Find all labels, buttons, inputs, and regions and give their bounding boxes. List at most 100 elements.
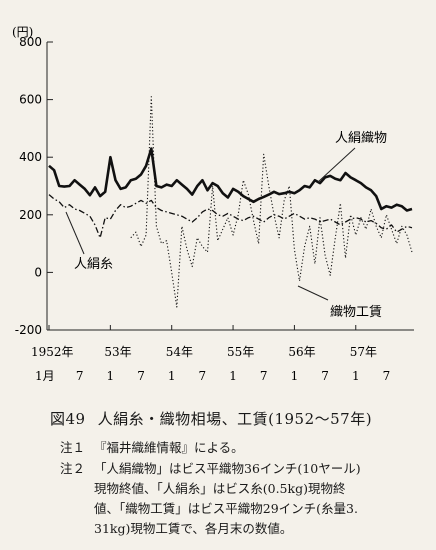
data-point [212, 210, 213, 211]
data-point [391, 224, 392, 225]
data-point [309, 226, 310, 227]
series-line-0 [48, 147, 413, 212]
x-month-label: 7 [383, 369, 391, 383]
data-point [151, 148, 152, 149]
data-point [146, 165, 147, 166]
data-point [197, 185, 198, 186]
data-point [120, 204, 121, 205]
series-line-1 [48, 194, 413, 239]
data-point [335, 221, 336, 222]
data-point [365, 187, 366, 188]
data-point [243, 180, 244, 181]
data-point [406, 210, 407, 211]
data-point [263, 196, 264, 197]
data-point [79, 210, 80, 211]
data-point [304, 219, 305, 220]
data-point [217, 214, 218, 215]
data-point [84, 188, 85, 189]
data-point [166, 184, 167, 185]
y-axis-unit: (円) [12, 25, 33, 39]
data-point [278, 193, 279, 194]
data-point [222, 229, 223, 230]
note-label: 注１ [60, 440, 86, 455]
plot-frame [46, 42, 414, 331]
data-point [340, 203, 341, 204]
data-point [222, 216, 223, 217]
data-point [192, 194, 193, 195]
data-point [370, 190, 371, 191]
data-point [258, 243, 259, 244]
data-point [268, 194, 269, 195]
data-point [268, 185, 269, 186]
x-month-label: 1 [107, 369, 115, 383]
data-point [289, 216, 290, 217]
data-point [284, 200, 285, 201]
data-point [340, 224, 341, 225]
data-point [238, 191, 239, 192]
data-point [258, 198, 259, 199]
data-point [207, 208, 208, 209]
data-point [243, 195, 244, 196]
data-point [115, 210, 116, 211]
data-point [207, 190, 208, 191]
data-point [360, 183, 361, 184]
data-point [396, 243, 397, 244]
data-point [278, 216, 279, 217]
data-point [335, 178, 336, 179]
data-point [386, 206, 387, 207]
data-point [140, 174, 141, 175]
y-tick-label: 400 [19, 150, 42, 164]
note-line: 現物終値、「人絹糸」はビス糸(0.5kg)現物終 [94, 481, 346, 496]
data-point [345, 257, 346, 258]
data-point [391, 207, 392, 208]
data-point [130, 206, 131, 207]
series-annotation: 織物工賃 [330, 305, 382, 320]
data-point [161, 210, 162, 211]
data-point [171, 185, 172, 186]
data-point [340, 180, 341, 181]
x-year-label: 56年 [288, 345, 315, 359]
data-point [135, 203, 136, 204]
data-point [181, 216, 182, 217]
data-point [406, 226, 407, 227]
data-point [268, 217, 269, 218]
data-point [299, 216, 300, 217]
data-point [212, 185, 213, 186]
x-year-label: 53年 [104, 345, 131, 359]
figure-number: 図49 [50, 410, 86, 428]
data-point [64, 207, 65, 208]
data-point [105, 217, 106, 218]
data-point [330, 275, 331, 276]
data-point [100, 237, 101, 238]
data-point [289, 185, 290, 186]
data-point [258, 219, 259, 220]
data-point [314, 263, 315, 264]
data-point [135, 231, 136, 232]
data-point [294, 193, 295, 194]
y-tick-label: -200 [15, 323, 42, 337]
y-tick-label: 200 [19, 208, 42, 222]
data-point [140, 200, 141, 201]
data-point [345, 172, 346, 173]
data-point [120, 188, 121, 189]
data-point [381, 208, 382, 209]
x-month-label: 7 [260, 369, 268, 383]
data-point [227, 213, 228, 214]
data-point [166, 211, 167, 212]
data-point [273, 191, 274, 192]
data-point [243, 220, 244, 221]
data-point [309, 217, 310, 218]
data-point [386, 214, 387, 215]
data-point [171, 213, 172, 214]
annotation-leader [317, 147, 356, 183]
data-point [69, 204, 70, 205]
data-point [324, 177, 325, 178]
data-point [166, 240, 167, 241]
data-point [197, 237, 198, 238]
data-point [248, 217, 249, 218]
x-month-label: 1 [352, 369, 360, 383]
data-point [324, 220, 325, 221]
data-point [248, 194, 249, 195]
data-point [396, 231, 397, 232]
data-point [202, 180, 203, 181]
